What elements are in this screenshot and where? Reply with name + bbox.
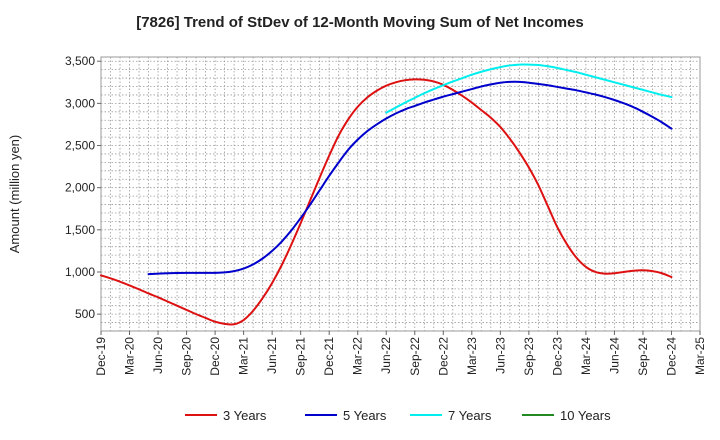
chart-title: [7826] Trend of StDev of 12-Month Moving… (136, 14, 584, 31)
y-tick-label: 3,000 (65, 96, 95, 110)
legend-label: 5 Years (343, 408, 387, 423)
y-tick-label: 500 (75, 307, 95, 321)
y-tick-label: 2,000 (65, 181, 95, 195)
x-tick-label: Sep-24 (636, 337, 650, 376)
series-line-7-years (385, 63, 673, 114)
x-tick-label: Dec-20 (208, 337, 222, 376)
x-tick-label: Dec-23 (550, 337, 564, 376)
legend-label: 3 Years (223, 408, 267, 423)
x-tick-label: Dec-22 (436, 337, 450, 376)
y-axis-title: Amount (million yen) (7, 135, 22, 254)
x-tick-label: Sep-22 (408, 337, 422, 376)
x-tick-label: Jun-21 (265, 337, 279, 374)
x-tick-label: Dec-24 (664, 337, 678, 376)
x-tick-label: Jun-20 (151, 337, 165, 374)
y-tick-label: 1,500 (65, 223, 95, 237)
x-tick-label: Sep-20 (180, 337, 194, 376)
x-tick-label: Dec-19 (94, 337, 108, 376)
x-tick-label: Jun-24 (607, 337, 621, 374)
x-tick-label: Mar-22 (351, 337, 365, 375)
series-line-5-years (147, 80, 673, 276)
x-tick-label: Jun-22 (379, 337, 393, 374)
x-tick-label: Jun-23 (493, 337, 507, 374)
x-tick-label: Mar-25 (693, 337, 707, 375)
y-tick-label: 3,500 (65, 54, 95, 68)
x-tick-label: Mar-21 (237, 337, 251, 375)
x-tick-label: Mar-23 (465, 337, 479, 375)
series-line-3-years (100, 78, 673, 326)
legend-label: 7 Years (448, 408, 492, 423)
x-tick-label: Mar-20 (123, 337, 137, 375)
x-tick-label: Dec-21 (322, 337, 336, 376)
x-tick-label: Mar-24 (579, 337, 593, 375)
y-tick-label: 1,000 (65, 265, 95, 279)
y-tick-label: 2,500 (65, 139, 95, 153)
legend-label: 10 Years (560, 408, 611, 423)
x-tick-label: Sep-21 (294, 337, 308, 376)
x-tick-label: Sep-23 (522, 337, 536, 376)
